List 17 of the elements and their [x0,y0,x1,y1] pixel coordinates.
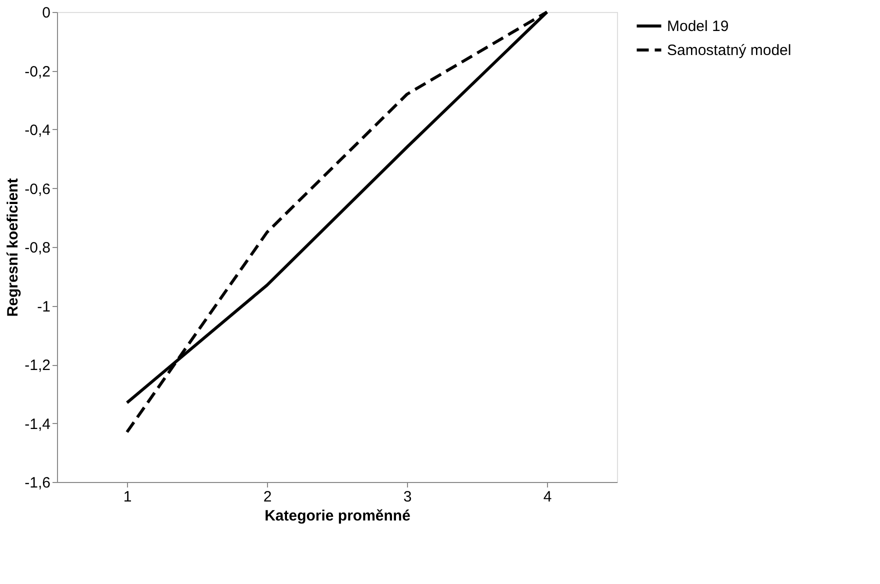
legend-label: Samostatný model [667,42,792,59]
x-tick-label: 4 [543,488,552,506]
x-axis-title: Kategorie proměnné [264,508,410,524]
y-tick-label: -0,2 [24,63,50,80]
y-tick-label: -1,2 [24,357,50,374]
x-tick-label: 2 [263,488,272,506]
y-tick-label: 0 [42,4,50,22]
x-tick-label: 3 [403,488,412,506]
y-tick-label: -1,6 [24,474,50,492]
y-tick-label: -0,6 [24,180,50,198]
y-axis-title: Regresní koeficient [4,178,22,317]
y-tick-label: -0,4 [24,122,50,139]
y-tick-label: -1,4 [24,416,50,433]
legend-label: Model 19 [667,18,729,35]
y-tick-label: -1 [37,298,50,316]
y-tick-label: -0,8 [24,240,50,256]
x-tick-label: 1 [123,488,132,506]
